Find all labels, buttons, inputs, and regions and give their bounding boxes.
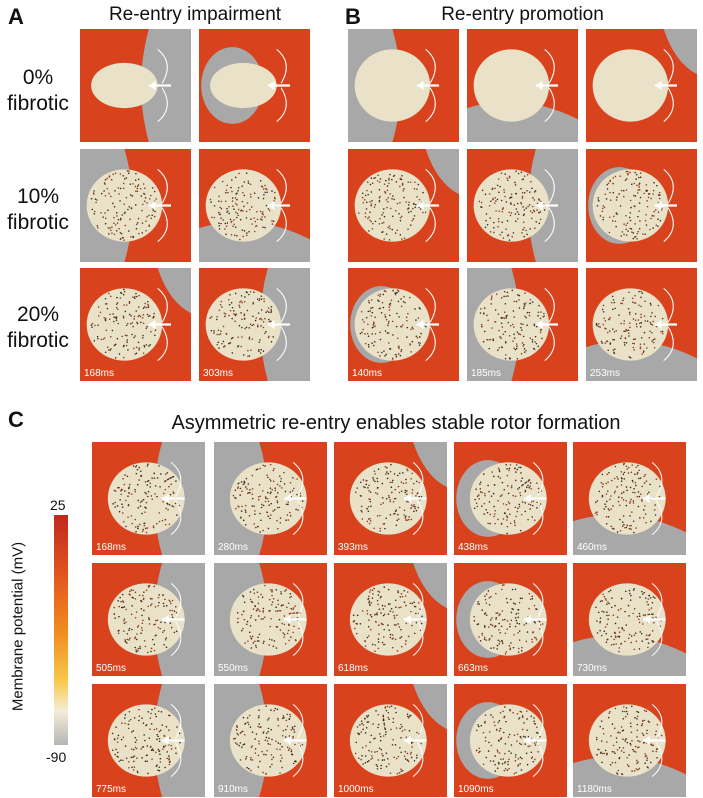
simulation-tile-a-2-1: 303ms [199, 268, 310, 381]
panel-c-letter: C [8, 407, 24, 432]
simulation-tile-b-2-0: 140ms [348, 268, 459, 381]
time-label: 1000ms [338, 784, 374, 795]
row-label-0-text: fibrotic [7, 92, 69, 115]
simulation-tile-c-0-1: 280ms [214, 442, 327, 555]
simulation-tile-c-2-2: 1000ms [334, 684, 447, 797]
simulation-tile-a-1-0 [80, 149, 191, 262]
time-label: 280ms [218, 542, 249, 553]
simulation-tile-b-0-1 [467, 29, 578, 142]
time-label: 910ms [218, 784, 249, 795]
simulation-tile-c-0-0: 168ms [92, 442, 205, 555]
time-label: 550ms [218, 663, 249, 674]
row-label-2-text: fibrotic [7, 329, 69, 352]
colorbar-title: Membrane potential (mV) [9, 541, 27, 712]
simulation-tile-a-0-1 [199, 29, 310, 142]
row-label-1-percent: 10% [16, 185, 60, 208]
row-label-1: 10% fibrotic [0, 184, 76, 236]
simulation-tile-c-2-0: 775ms [92, 684, 205, 797]
row-label-0: 0% fibrotic [0, 65, 76, 117]
colorbar-max-label: 25 [50, 497, 66, 513]
simulation-tile-c-1-0: 505ms [92, 563, 205, 676]
simulation-tile-c-2-1: 910ms [214, 684, 327, 797]
simulation-tile-a-1-1 [199, 149, 310, 262]
time-label: 618ms [338, 663, 369, 674]
panel-b-title: Re-entry promotion [441, 4, 604, 25]
time-label: 185ms [471, 368, 502, 379]
simulation-tile-b-1-0 [348, 149, 459, 262]
time-label: 730ms [577, 663, 608, 674]
row-label-0-percent: 0% [22, 66, 54, 89]
simulation-tile-b-1-2 [586, 149, 697, 262]
panel-a-title: Re-entry impairment [108, 4, 282, 25]
panel-a-letter: A [8, 4, 24, 29]
colorbar-min-label: -90 [46, 749, 67, 765]
simulation-tile-a-0-0 [80, 29, 191, 142]
time-label: 775ms [96, 784, 127, 795]
simulation-tile-c-1-1: 550ms [214, 563, 327, 676]
simulation-tile-a-2-0: 168ms [80, 268, 191, 381]
time-label: 303ms [203, 368, 234, 379]
row-label-2: 20% fibrotic [0, 302, 76, 354]
time-label: 1180ms [577, 784, 612, 795]
time-label: 168ms [96, 542, 127, 553]
panel-b-letter: B [345, 4, 361, 29]
simulation-tile-c-1-4: 730ms [573, 563, 686, 676]
time-label: 168ms [84, 368, 115, 379]
simulation-tile-b-0-0 [348, 29, 459, 142]
time-label: 663ms [458, 663, 489, 674]
time-label: 140ms [352, 368, 383, 379]
simulation-tile-c-2-3: 1090ms [454, 684, 567, 797]
simulation-tile-c-0-3: 438ms [454, 442, 567, 555]
simulation-tile-b-2-2: 253ms [586, 268, 697, 381]
time-label: 460ms [577, 542, 608, 553]
row-label-1-text: fibrotic [7, 211, 69, 234]
simulation-tile-b-2-1: 185ms [467, 268, 578, 381]
panel-c-title: Asymmetric re-entry enables stable rotor… [171, 412, 621, 434]
simulation-tile-c-1-2: 618ms [334, 563, 447, 676]
time-label: 253ms [590, 368, 621, 379]
simulation-tile-b-1-1 [467, 149, 578, 262]
time-label: 393ms [338, 542, 369, 553]
time-label: 438ms [458, 542, 489, 553]
time-label: 505ms [96, 663, 127, 674]
row-label-2-percent: 20% [16, 303, 60, 326]
simulation-tile-b-0-2 [586, 29, 697, 142]
simulation-tile-c-0-2: 393ms [334, 442, 447, 555]
colorbar [54, 515, 68, 745]
simulation-tile-c-1-3: 663ms [454, 563, 567, 676]
simulation-tile-c-0-4: 460ms [573, 442, 686, 555]
time-label: 1090ms [458, 784, 494, 795]
simulation-tile-c-2-4: 1180ms [573, 684, 686, 797]
